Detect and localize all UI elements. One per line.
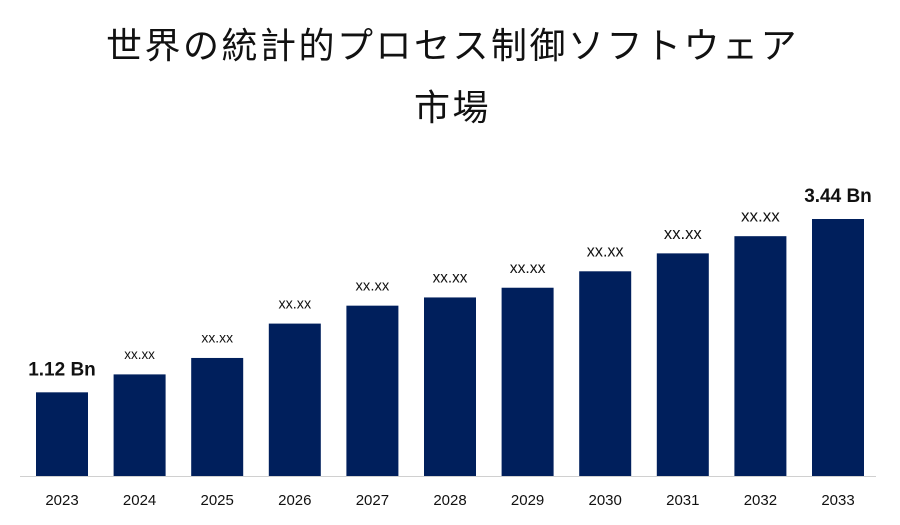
bar xyxy=(812,219,864,476)
bar xyxy=(424,297,476,476)
bar xyxy=(579,271,632,476)
value-label: xx.xx xyxy=(201,330,233,346)
value-label: xx.xx xyxy=(741,207,780,226)
value-label: xx.xx xyxy=(510,260,546,277)
chart-title: 世界の統計的プロセス制御ソフトウェア市場 xyxy=(105,26,799,129)
x-tick-label: 2023 xyxy=(45,492,78,509)
x-tick-label: 2027 xyxy=(356,492,389,509)
x-tick-label: 2028 xyxy=(433,492,466,509)
value-label: 1.12 Bn xyxy=(28,359,96,380)
value-label: xx.xx xyxy=(664,224,703,243)
bar xyxy=(36,392,88,476)
bar xyxy=(734,236,787,476)
x-tick-label: 2024 xyxy=(123,492,156,509)
bar xyxy=(113,374,166,476)
value-label: xx.xx xyxy=(124,347,155,362)
x-tick-label: 2032 xyxy=(744,492,777,509)
bar xyxy=(268,323,321,476)
x-tick-label: 2030 xyxy=(589,492,622,509)
bar xyxy=(501,287,554,476)
value-label: 3.44 Bn xyxy=(804,186,872,207)
bar xyxy=(656,253,709,476)
x-tick-label: 2029 xyxy=(511,492,544,509)
value-label: xx.xx xyxy=(278,296,312,312)
bar xyxy=(191,357,244,476)
value-label: xx.xx xyxy=(433,269,468,286)
x-tick-label: 2025 xyxy=(201,492,234,509)
x-tick-label: 2033 xyxy=(821,492,854,509)
x-tick-label: 2026 xyxy=(278,492,311,509)
bar xyxy=(346,305,399,476)
value-label: xx.xx xyxy=(356,279,390,295)
x-tick-label: 2031 xyxy=(666,492,699,509)
value-label: xx.xx xyxy=(587,243,624,261)
